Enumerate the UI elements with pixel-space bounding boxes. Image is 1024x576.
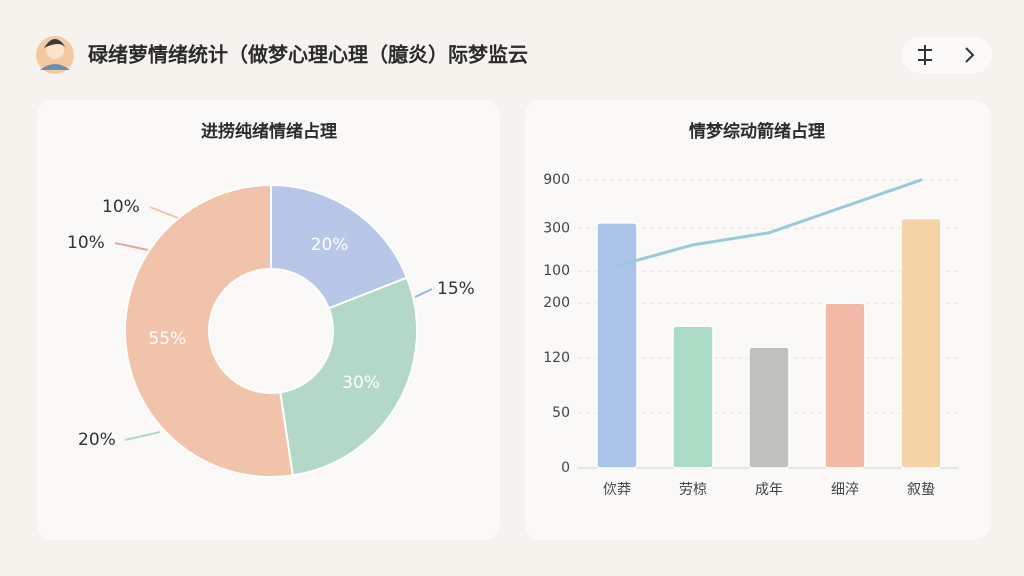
x-tick-label: 劳椋: [679, 482, 707, 498]
annotation: 10%: [67, 233, 105, 253]
card: [525, 100, 990, 540]
avatar-body: [40, 64, 70, 70]
y-tick-label: 50: [552, 405, 570, 421]
x-tick-label: 叙蛰: [907, 481, 935, 498]
leader-line: [149, 206, 179, 219]
toolbar: [902, 37, 992, 73]
chart-title: 情梦综动箭绪占理: [689, 121, 825, 142]
card: [37, 100, 500, 540]
donut-segment: [124, 183, 294, 478]
avatar-face: [46, 41, 64, 59]
annotation: 20%: [78, 430, 116, 450]
avatar-hair: [44, 39, 66, 48]
donut-segment: [270, 183, 409, 310]
y-tick-label: 100: [543, 263, 570, 279]
donut-segment: [279, 276, 418, 477]
y-tick-label: 900: [543, 172, 570, 188]
bar: [596, 222, 638, 469]
bar: [672, 325, 714, 469]
line-series: [615, 178, 923, 268]
annotation: 10%: [102, 197, 140, 217]
x-tick-label: 佽莽: [603, 482, 631, 498]
y-tick-label: 300: [543, 220, 570, 236]
page-title: 碌绪萝情绪统计（做梦心理心理（臆炎）际梦监云: [88, 43, 528, 67]
bar: [748, 346, 790, 469]
leader-line: [414, 288, 433, 298]
y-tick-label: 200: [543, 295, 570, 311]
bar: [900, 217, 942, 469]
y-tick-label: 0: [561, 460, 570, 476]
segment-label: 55%: [148, 329, 186, 349]
y-tick-label: 120: [543, 350, 570, 366]
segment-label: 30%: [342, 373, 380, 393]
bar: [824, 302, 866, 469]
x-tick-label: 细淬: [831, 482, 859, 498]
leader-line: [124, 431, 161, 441]
annotation: 15%: [437, 279, 475, 299]
chart-title: 进捞纯绪情绪占理: [201, 121, 337, 142]
leader-line: [114, 242, 149, 251]
segment-label: 20%: [311, 235, 349, 255]
filter-button[interactable]: [918, 45, 932, 65]
next-button[interactable]: [965, 47, 975, 63]
x-tick-label: 成年: [755, 482, 783, 498]
